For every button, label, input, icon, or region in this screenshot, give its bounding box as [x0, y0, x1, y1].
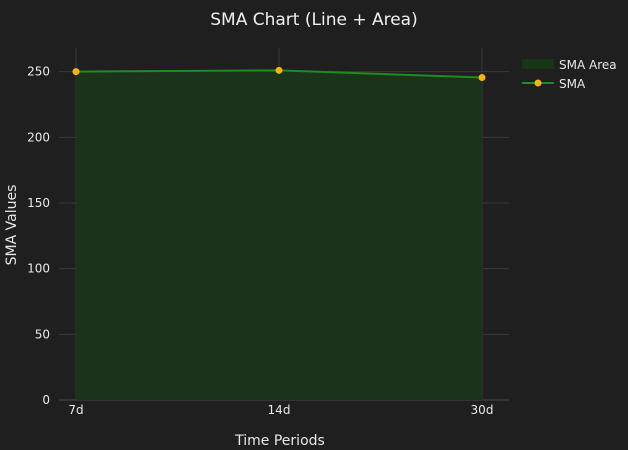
legend-label-line: SMA — [559, 77, 586, 91]
y-tick-label: 50 — [35, 327, 50, 341]
sma-area-fill — [76, 70, 482, 400]
x-axis-title: Time Periods — [234, 433, 325, 449]
y-axis-ticks: 0 50 100 150 200 250 — [27, 65, 50, 407]
sma-point-30d — [478, 74, 486, 82]
sma-point-7d — [72, 68, 80, 76]
x-tick-label: 14d — [268, 403, 291, 417]
y-tick-label: 200 — [27, 130, 50, 144]
marker-layer — [72, 66, 486, 82]
legend: SMA Area SMA — [522, 58, 617, 91]
legend-swatch-marker — [534, 79, 542, 87]
y-axis-title: SMA Values — [4, 185, 20, 266]
y-tick-label: 0 — [42, 393, 50, 407]
y-tick-label: 100 — [27, 262, 50, 276]
area-layer — [76, 70, 482, 400]
x-tick-label: 30d — [471, 403, 494, 417]
x-tick-label: 7d — [68, 403, 83, 417]
y-tick-label: 150 — [27, 196, 50, 210]
y-tick-label: 250 — [27, 65, 50, 79]
sma-point-14d — [275, 66, 283, 74]
chart-title: SMA Chart (Line + Area) — [210, 10, 417, 30]
x-axis-ticks: 7d 14d 30d — [68, 403, 493, 417]
legend-swatch-area — [522, 59, 554, 69]
legend-label-area: SMA Area — [559, 58, 617, 72]
